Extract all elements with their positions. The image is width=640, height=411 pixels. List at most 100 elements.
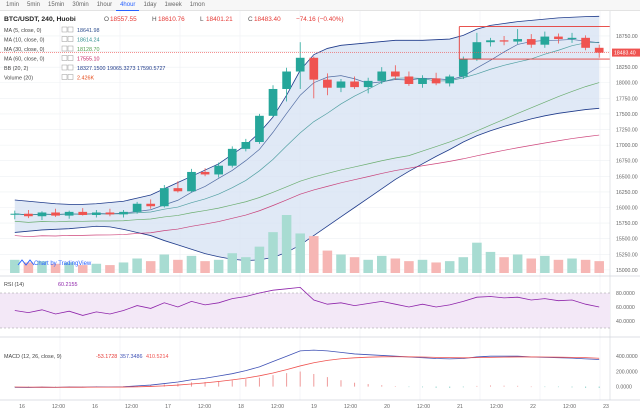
volume-bar [540,255,550,273]
timeframe-30min[interactable]: 30min [72,1,89,8]
price-tick-label: 17750.00 [616,96,638,102]
timeframe-1week[interactable]: 1week [164,1,182,8]
timeframe-1day[interactable]: 1day [143,1,157,8]
volume-bar [118,262,129,273]
price-tick-label: 15500.00 [616,237,638,243]
volume-bar [77,265,88,273]
volume-bar [227,253,238,273]
macd-histogram-bar [218,381,220,387]
candle-body [146,203,156,207]
candle-body [132,203,142,212]
candle-body [10,213,20,215]
time-tick-label: 12:00 [417,404,430,410]
macd-histogram-bar [150,385,152,387]
volume-bar [254,246,265,273]
time-tick-label: 12:00 [125,404,138,410]
macd-histogram-bar [340,380,342,387]
macd-histogram-bar [530,386,532,388]
candle-body [105,212,115,215]
price-tick-label: 16000.00 [616,206,638,212]
candle-body [91,212,101,215]
time-tick-label: 16 [92,404,98,410]
volume-bar [485,251,496,273]
candle-body [486,40,495,43]
candle-body [323,79,332,88]
timeframe-toolbar: 1min 5min 15min 30min 1hour 4hour 1day 1week 1mo… [0,0,640,11]
ma-60-line [14,134,600,238]
candle-body [37,212,47,217]
volume-bar [200,261,210,273]
candle-body [268,88,278,116]
volume-bar [145,261,156,273]
candle-body [200,171,210,175]
price-tick-label: 15750.00 [616,221,638,227]
time-tick-label: 17 [165,404,171,410]
timeframe-1mon[interactable]: 1mon [189,1,205,8]
macd-histogram-bar [571,386,573,388]
candle-body [513,39,523,42]
price-tick-label: 17250.00 [616,128,638,134]
price-tick-label: 17000.00 [616,143,638,149]
volume-bars [10,215,604,273]
volume-bar [349,257,360,273]
candle-body [78,211,88,215]
volume-bar [376,255,387,273]
macd-histogram-bar [299,371,301,387]
candle-body [363,80,373,88]
time-tick-label: 12:00 [271,404,284,410]
candle-body [499,40,509,42]
time-tick-label: 21 [457,404,463,410]
volume-bar [594,261,604,273]
macd-histogram-bar [394,386,396,387]
macd-histogram-bar [476,385,478,387]
volume-bar [64,262,74,273]
candle-body [64,211,74,216]
macd-histogram-bar [245,379,247,387]
timeframe-1min[interactable]: 1min [6,1,20,8]
time-tick-label: 18 [238,404,244,410]
candle-body [540,36,550,45]
macd-histogram-bar [55,386,57,388]
candle-body [309,57,319,80]
candle-body [282,71,291,89]
timeframe-4hour[interactable]: 4hour [116,0,140,11]
candle-body [255,115,264,142]
candle-body [431,78,441,84]
volume-bar [295,233,305,273]
macd-histogram-bar [354,382,356,387]
time-tick-label: 12:00 [490,404,503,410]
macd-histogram-bar [286,373,288,387]
macd-histogram-bar [204,381,206,387]
candle-body [567,37,577,40]
bollinger-band-fill [14,16,600,261]
candle-body [227,148,237,166]
time-tick-label: 12:00 [52,404,65,410]
timeframe-15min[interactable]: 15min [48,1,65,8]
volume-bar [23,262,34,273]
time-tick-label: 12:00 [563,404,576,410]
macd-histogram-bar [381,385,383,387]
ma-30-line [14,82,600,223]
candle-body [404,76,414,84]
time-tick-label: 22 [530,404,536,410]
volume-bar [173,259,183,273]
price-tick-label: 16250.00 [616,190,638,196]
rsi-tick-label: 60.0000 [616,305,635,311]
volume-bar [105,265,115,273]
macd-histogram-bar [503,385,505,387]
macd-histogram-bar [544,386,546,388]
macd-histogram-bar [489,385,491,387]
chart-canvas[interactable]: 18750.0018500.0018250.0018000.0017750.00… [0,11,640,411]
volume-bar [431,262,441,273]
volume-bar [567,258,577,273]
rsi-tick-label: 40.0000 [616,319,635,325]
macd-histogram-bar [14,386,16,388]
candle-body [119,211,128,215]
macd-histogram-bar [422,386,424,388]
volume-bar [336,254,346,273]
macd-histogram-bar [258,377,260,387]
volume-bar [132,258,142,273]
timeframe-5min[interactable]: 5min [27,1,41,8]
candle-body [594,47,604,53]
timeframe-1hour[interactable]: 1hour [96,1,113,8]
